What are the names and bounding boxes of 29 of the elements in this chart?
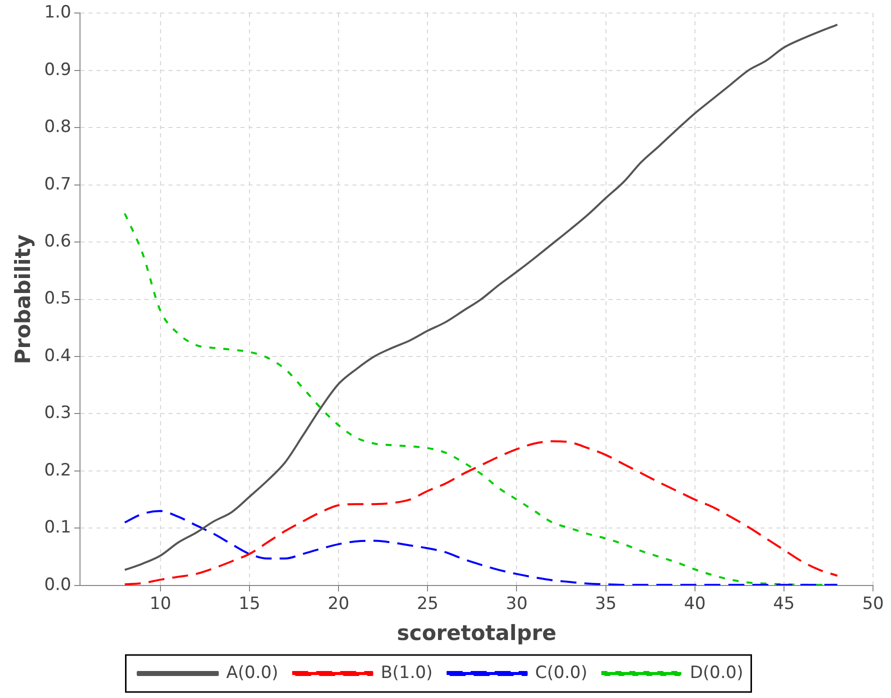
y-tick-label: 0.0 <box>44 574 72 595</box>
y-tick-label: 0.8 <box>44 117 72 138</box>
x-tick-label: 20 <box>328 594 350 614</box>
y-tick-label: 0.3 <box>44 403 72 424</box>
line-series <box>124 24 838 571</box>
x-tick-label: 45 <box>773 594 795 614</box>
line-series <box>124 440 838 586</box>
legend-label: B(1.0) <box>380 662 433 683</box>
line-series <box>124 510 838 586</box>
x-axis-title: scoretotalpre <box>396 620 556 645</box>
legend-label: C(0.0) <box>535 662 588 683</box>
y-tick-label: 0.5 <box>44 288 72 309</box>
y-tick-label: 0.1 <box>44 518 72 538</box>
x-tick-label: 15 <box>238 594 260 614</box>
y-tick-label: 1.0 <box>44 2 72 23</box>
x-tick-label: 40 <box>684 594 706 614</box>
x-tick-label: 50 <box>862 594 884 614</box>
x-tick-label: 10 <box>150 594 172 614</box>
y-axis-title: Probability <box>11 234 36 364</box>
x-tick-label: 35 <box>594 594 617 614</box>
y-tick-label: 0.9 <box>44 60 72 80</box>
x-tick-label: 25 <box>416 594 438 614</box>
y-tick-label: 0.2 <box>44 460 72 480</box>
x-tick-label: 30 <box>506 594 528 614</box>
y-tick-label: 0.4 <box>44 346 72 366</box>
legend-label: A(0.0) <box>226 662 278 683</box>
legend-label: D(0.0) <box>690 662 744 683</box>
y-tick-label: 0.7 <box>44 174 72 194</box>
y-tick-label: 0.6 <box>44 232 72 252</box>
